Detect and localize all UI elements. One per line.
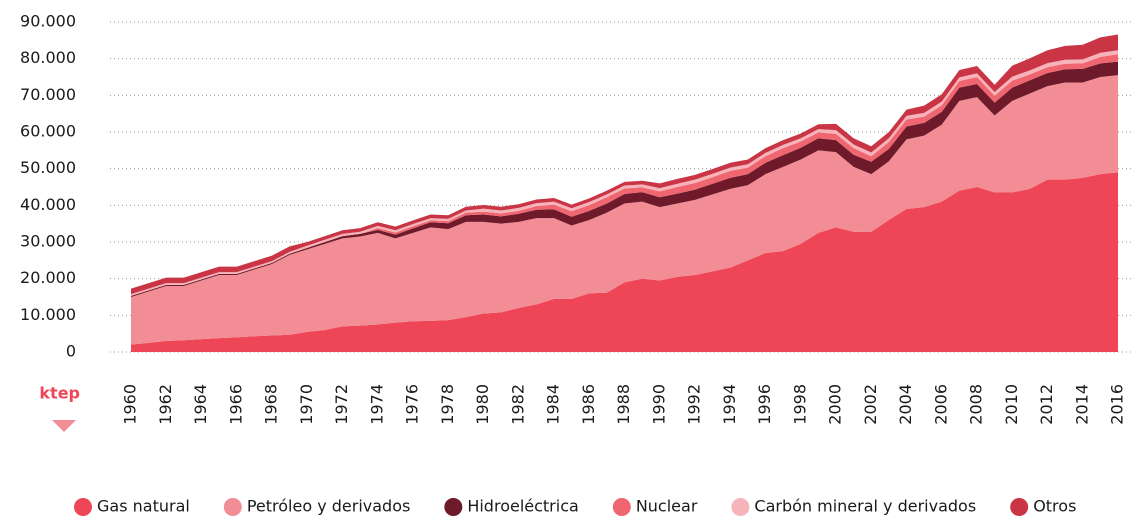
x-tick-label: 1980 <box>473 384 492 425</box>
x-tick-label: 2014 <box>1072 384 1091 425</box>
x-tick-label: 2000 <box>826 384 845 425</box>
x-tick-label: 1984 <box>544 384 563 425</box>
x-tick-label: 1994 <box>720 384 739 425</box>
y-tick-label: 20.000 <box>20 268 76 287</box>
x-tick-label: 2010 <box>1002 384 1021 425</box>
area <box>131 61 1118 297</box>
x-tick-label: 1996 <box>755 384 774 425</box>
y-tick-label: 60.000 <box>20 122 76 141</box>
y-tick-label: 80.000 <box>20 48 76 67</box>
legend-label: Hidroeléctrica <box>467 497 578 516</box>
x-tick-label: 2002 <box>861 384 880 425</box>
x-tick-label: 1960 <box>121 384 140 425</box>
x-tick-label: 1978 <box>438 384 457 425</box>
x-tick-label: 1974 <box>367 384 386 425</box>
y-tick-label: 0 <box>66 342 76 361</box>
area <box>131 75 1118 345</box>
x-tick-label: 1962 <box>156 384 175 425</box>
area <box>131 50 1118 296</box>
area <box>131 34 1118 295</box>
area <box>131 172 1118 352</box>
legend-label: Nuclear <box>636 497 698 516</box>
legend-swatch <box>731 498 750 516</box>
y-tick-label: 70.000 <box>20 85 76 104</box>
x-tick-label: 1990 <box>649 384 668 425</box>
x-tick-label: 2016 <box>1108 384 1127 425</box>
x-tick-label: 2006 <box>931 384 950 425</box>
y-axis-label: ktep <box>39 384 80 403</box>
area <box>131 54 1118 296</box>
x-tick-label: 1970 <box>297 384 316 425</box>
x-tick-label: 1972 <box>332 384 351 425</box>
y-tick-label: 50.000 <box>20 158 76 177</box>
x-tick-label: 1968 <box>262 384 281 425</box>
x-tick-label: 2004 <box>896 384 915 425</box>
legend-swatch <box>444 498 463 516</box>
x-tick-label: 1998 <box>790 384 809 425</box>
x-tick-label: 1992 <box>685 384 704 425</box>
legend-label: Carbón mineral y derivados <box>754 497 976 516</box>
x-tick-label: 1966 <box>226 384 245 425</box>
legend-swatch <box>1010 498 1029 516</box>
legend-label: Otros <box>1033 497 1076 516</box>
legend-swatch <box>612 498 631 516</box>
y-tick-label: 40.000 <box>20 195 76 214</box>
x-tick-label: 1988 <box>614 384 633 425</box>
y-tick-label: 90.000 <box>20 12 76 31</box>
x-tick-label: 2012 <box>1037 384 1056 425</box>
legend-label: Petróleo y derivados <box>247 497 411 516</box>
y-tick-label: 30.000 <box>20 232 76 251</box>
legend-swatch <box>223 498 242 516</box>
axis-marker <box>52 420 76 432</box>
x-tick-label: 1982 <box>508 384 527 425</box>
x-tick-label: 1976 <box>403 384 422 425</box>
x-tick-label: 2008 <box>967 384 986 425</box>
y-tick-label: 10.000 <box>20 305 76 324</box>
legend-swatch <box>74 498 92 516</box>
legend-label: Gas natural <box>97 497 190 516</box>
x-tick-label: 1964 <box>191 384 210 425</box>
x-tick-label: 1986 <box>579 384 598 425</box>
